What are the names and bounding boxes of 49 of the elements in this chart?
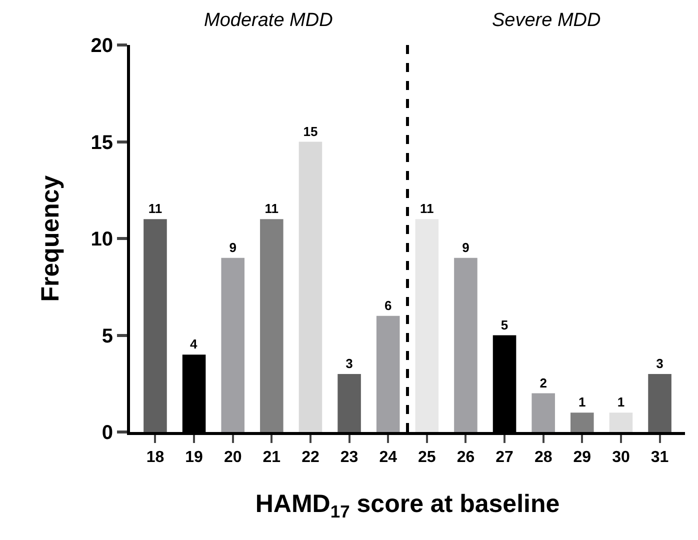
bar (260, 219, 284, 432)
data-label: 6 (384, 298, 392, 313)
x-tick-label: 28 (534, 449, 552, 466)
bar (338, 374, 361, 432)
bar (609, 412, 633, 432)
y-tick-label: 20 (90, 35, 113, 57)
data-label: 3 (656, 356, 664, 371)
x-tick-label: 30 (612, 449, 630, 466)
bar (144, 219, 167, 432)
bar (648, 374, 672, 432)
x-tick-label: 23 (340, 449, 358, 466)
data-label: 9 (229, 240, 236, 255)
data-label: 1 (578, 394, 586, 410)
bar (376, 316, 400, 432)
x-tick-label: 20 (224, 449, 242, 466)
y-tick-label: 0 (102, 422, 113, 444)
x-tick-label: 27 (496, 449, 514, 466)
bar (221, 258, 244, 432)
x-tick-label: 22 (302, 449, 320, 466)
x-tick-label: 24 (379, 449, 398, 466)
data-label: 9 (462, 240, 470, 255)
bar (570, 412, 594, 432)
bar (454, 258, 478, 432)
data-label: 15 (303, 124, 318, 139)
data-label: 3 (346, 356, 353, 371)
bar (532, 393, 555, 432)
y-axis-title: Frequency (36, 175, 64, 302)
data-label: 11 (148, 201, 162, 216)
data-label: 11 (264, 201, 279, 216)
x-tick-label: 31 (650, 449, 669, 466)
x-tick-label: 26 (456, 449, 475, 466)
y-tick-label: 10 (90, 228, 113, 250)
bar (298, 142, 322, 432)
data-label: 4 (190, 336, 198, 352)
data-label: 11 (420, 201, 434, 216)
x-tick-label: 19 (185, 449, 204, 466)
text: Severe MDD (492, 10, 602, 31)
data-label: 5 (500, 317, 508, 332)
y-tick-label: 15 (90, 132, 113, 154)
bar (415, 219, 439, 432)
x-tick-label: 21 (262, 449, 281, 466)
x-tick-label: 29 (573, 449, 592, 466)
data-label: 2 (540, 375, 547, 390)
text: Moderate MDD (204, 10, 334, 31)
x-axis-title: HAMD$_{17}$ score at baseline (255, 490, 560, 522)
y-tick-label: 5 (102, 325, 113, 348)
x-tick-label: 18 (146, 449, 164, 466)
x-tick-label: 25 (418, 449, 436, 466)
data-label: 1 (617, 394, 625, 410)
